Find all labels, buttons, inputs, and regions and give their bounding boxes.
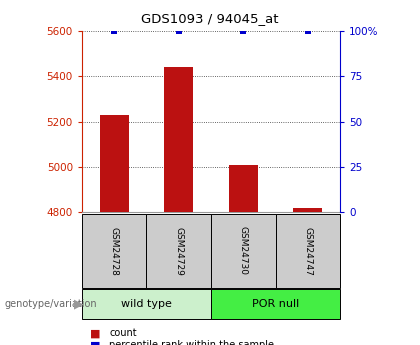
Bar — [82, 289, 211, 319]
Text: ■: ■ — [90, 328, 101, 338]
Bar — [294, 208, 323, 212]
Bar — [147, 214, 211, 288]
Bar — [211, 214, 276, 288]
Text: GSM24747: GSM24747 — [303, 227, 312, 275]
Text: genotype/variation: genotype/variation — [4, 299, 97, 309]
Bar — [276, 214, 340, 288]
Text: ■: ■ — [90, 341, 101, 345]
Text: GSM24730: GSM24730 — [239, 226, 248, 276]
Text: POR null: POR null — [252, 299, 299, 309]
Text: count: count — [109, 328, 137, 338]
Point — [176, 28, 182, 34]
Bar — [164, 67, 193, 212]
Bar — [229, 165, 258, 212]
Point — [240, 28, 247, 34]
Bar — [211, 289, 340, 319]
Text: GSM24729: GSM24729 — [174, 227, 183, 275]
Text: ▶: ▶ — [74, 298, 83, 311]
Point — [304, 28, 311, 34]
Point — [111, 28, 118, 34]
Bar — [100, 115, 129, 212]
Text: GDS1093 / 94045_at: GDS1093 / 94045_at — [141, 12, 279, 25]
Text: GSM24728: GSM24728 — [110, 227, 119, 275]
Text: wild type: wild type — [121, 299, 172, 309]
Bar — [82, 214, 147, 288]
Text: percentile rank within the sample: percentile rank within the sample — [109, 341, 274, 345]
